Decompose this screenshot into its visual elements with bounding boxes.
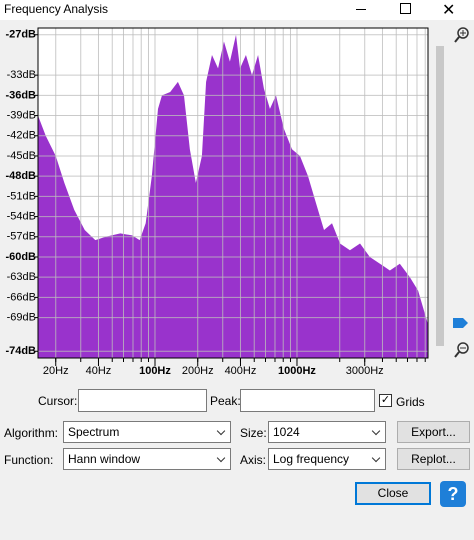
window-title: Frequency Analysis — [4, 2, 109, 16]
algorithm-label: Algorithm: — [4, 426, 59, 440]
maximize-button[interactable] — [400, 3, 411, 14]
size-dropdown[interactable]: 1024 — [268, 421, 386, 443]
y-tick-label: -57dB — [7, 231, 36, 243]
algorithm-dropdown[interactable]: Spectrum — [63, 421, 231, 443]
cursor-field[interactable] — [78, 389, 207, 412]
close-window-button[interactable]: ✕ — [442, 2, 456, 19]
y-tick-label: -27dB — [5, 29, 36, 41]
function-dropdown[interactable]: Hann window — [63, 448, 231, 470]
zoom-slider-thumb[interactable] — [453, 318, 468, 328]
close-button[interactable]: Close — [355, 482, 431, 505]
grids-checkbox[interactable]: ✓ — [379, 394, 392, 407]
spectrum-plot: -27dB -33dB -36dB -39dB -42dB -45dB -48dB -51dB… — [5, 27, 474, 377]
y-tick-label: -66dB — [7, 291, 36, 303]
y-tick-label: -60dB — [5, 251, 36, 263]
zoom-slider-track[interactable] — [436, 46, 444, 346]
x-tick-label: 1000Hz — [278, 365, 316, 377]
x-tick-label: 200Hz — [182, 365, 214, 377]
y-tick-label: -54dB — [7, 210, 36, 222]
slider-bg — [428, 28, 474, 368]
y-tick-label: -33dB — [7, 69, 36, 81]
plot-border — [37, 27, 429, 359]
y-tick-label: -48dB — [5, 170, 36, 182]
y-tick-label: -69dB — [7, 311, 36, 323]
axis-dropdown[interactable]: Log frequency — [268, 448, 386, 470]
zoom-out-icon[interactable] — [454, 342, 469, 358]
y-tick-label: -45dB — [7, 150, 36, 162]
x-tick-label: 40Hz — [86, 365, 112, 377]
y-tick-label: -63dB — [7, 271, 36, 283]
y-tick-label: -42dB — [7, 130, 36, 142]
y-tick-label: -51dB — [7, 190, 36, 202]
zoom-in-icon[interactable] — [454, 27, 469, 43]
peak-field[interactable] — [240, 389, 375, 412]
function-label: Function: — [4, 453, 54, 467]
help-button[interactable]: ? — [440, 481, 466, 507]
y-tick-label: -36dB — [5, 89, 36, 101]
y-tick-label: -39dB — [7, 109, 36, 121]
size-label: Size: — [240, 426, 267, 440]
minimize-button[interactable] — [356, 9, 366, 10]
cursor-label: Cursor: — [38, 394, 78, 408]
title-bar: Frequency Analysis ✕ — [0, 0, 474, 20]
x-tick-label: 20Hz — [43, 365, 69, 377]
x-tick-label: 100Hz — [139, 365, 171, 377]
grids-label: Grids — [396, 395, 425, 409]
y-tick-label: -74dB — [5, 345, 36, 357]
export-button[interactable]: Export... — [397, 421, 470, 443]
peak-label: Peak: — [210, 394, 241, 408]
axis-label: Axis: — [240, 453, 267, 467]
x-tick-label: 3000Hz — [346, 365, 384, 377]
x-tick-label: 400Hz — [225, 365, 257, 377]
replot-button[interactable]: Replot... — [397, 448, 470, 470]
